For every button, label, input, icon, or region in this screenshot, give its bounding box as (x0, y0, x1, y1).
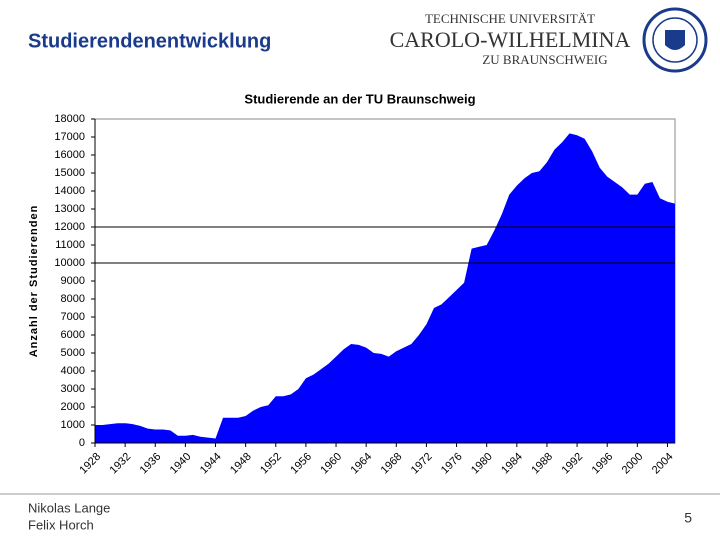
y-tick-label: 6000 (61, 329, 85, 341)
author: Nikolas Lange (28, 500, 110, 515)
y-tick-label: 0 (79, 437, 85, 449)
y-tick-label: 1000 (61, 419, 85, 431)
x-tick-label: 1940 (168, 451, 194, 477)
x-tick-label: 1928 (77, 451, 103, 477)
logo-line: TECHNISCHE UNIVERSITÄT (425, 11, 595, 26)
x-tick-label: 1984 (499, 451, 525, 477)
page-number: 5 (684, 510, 692, 526)
x-tick-label: 1976 (439, 451, 465, 477)
y-axis-label: Anzahl der Studierenden (28, 205, 40, 358)
logo-line: CAROLO-WILHELMINA (390, 27, 631, 52)
y-tick-label: 5000 (61, 347, 85, 359)
x-tick-label: 1936 (138, 451, 164, 477)
area (95, 133, 675, 443)
y-tick-label: 4000 (61, 365, 85, 377)
y-tick-label: 14000 (54, 185, 85, 197)
x-tick-label: 1996 (590, 451, 616, 477)
chart-title: Studierende an der TU Braunschweig (244, 91, 475, 106)
y-tick-label: 2000 (61, 401, 85, 413)
y-tick-label: 9000 (61, 275, 85, 287)
author: Felix Horch (28, 517, 94, 532)
x-tick-label: 1964 (349, 451, 375, 477)
y-tick-label: 17000 (54, 131, 85, 143)
x-tick-label: 1988 (529, 451, 555, 477)
x-tick-label: 1932 (108, 451, 134, 477)
y-tick-label: 10000 (54, 257, 85, 269)
x-tick-label: 2004 (650, 451, 676, 477)
y-tick-label: 7000 (61, 311, 85, 323)
x-tick-label: 1960 (318, 451, 344, 477)
x-tick-label: 1972 (409, 451, 435, 477)
y-tick-label: 12000 (54, 221, 85, 233)
y-tick-label: 13000 (54, 203, 85, 215)
x-tick-label: 1980 (469, 451, 495, 477)
x-tick-label: 1956 (288, 451, 314, 477)
y-tick-label: 11000 (55, 239, 85, 251)
logo-line: ZU BRAUNSCHWEIG (482, 52, 607, 67)
x-tick-label: 1952 (258, 451, 284, 477)
x-tick-label: 1948 (228, 451, 254, 477)
x-tick-label: 2000 (620, 451, 646, 477)
y-tick-label: 8000 (61, 293, 85, 305)
y-tick-label: 3000 (61, 383, 85, 395)
x-tick-label: 1968 (379, 451, 405, 477)
y-tick-label: 16000 (54, 149, 85, 161)
x-tick-label: 1992 (559, 451, 585, 477)
y-tick-label: 18000 (54, 113, 85, 125)
y-tick-label: 15000 (54, 167, 85, 179)
slide-title: Studierendenentwicklung (28, 30, 271, 52)
x-tick-label: 1944 (198, 451, 224, 477)
seal (642, 7, 708, 73)
